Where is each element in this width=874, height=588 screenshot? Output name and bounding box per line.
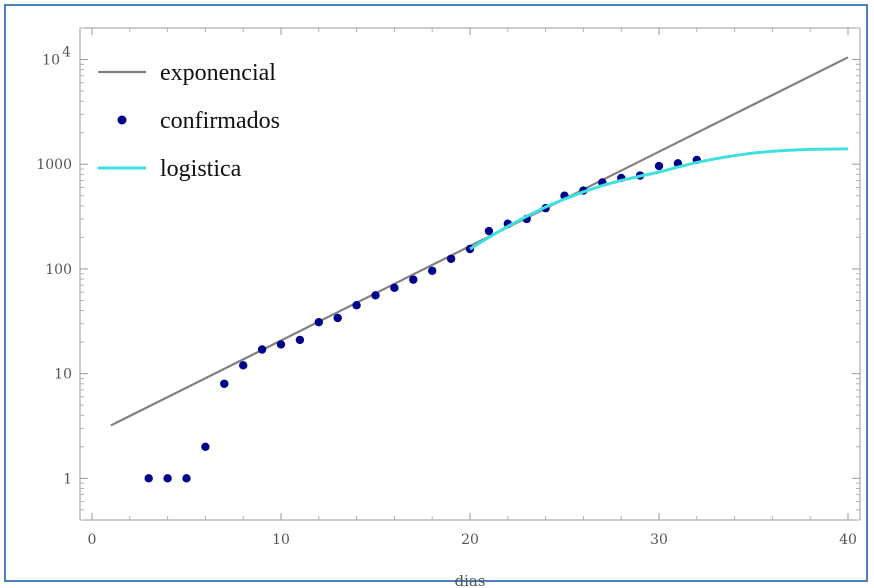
legend-label: confirmados bbox=[160, 108, 280, 134]
x-tick-label: 0 bbox=[88, 532, 97, 548]
confirmados-point bbox=[220, 379, 229, 388]
confirmados-point bbox=[314, 317, 323, 327]
confirmados-point bbox=[352, 301, 361, 310]
plot-frame bbox=[79, 27, 861, 521]
legend-label: exponencial bbox=[160, 60, 276, 86]
logistica-line bbox=[469, 147, 849, 251]
confirmados-point bbox=[182, 474, 191, 483]
x-tick-label: 20 bbox=[461, 532, 479, 548]
x-tick-label: 10 bbox=[272, 532, 290, 548]
y-tick-label: 10 bbox=[42, 53, 60, 69]
y-tick-label: 1000 bbox=[36, 157, 72, 173]
confirmados-point bbox=[428, 266, 437, 275]
y-tick-label-exponent: 4 bbox=[62, 45, 71, 61]
y-tick-label: 1 bbox=[63, 471, 72, 487]
confirmados-legend-swatch bbox=[117, 115, 127, 125]
confirmados-point bbox=[295, 335, 305, 345]
x-axis-title: dias bbox=[454, 572, 485, 588]
legend: exponencial confirmados logistica bbox=[98, 60, 280, 182]
y-tick-label: 10 bbox=[54, 367, 72, 383]
series-layer bbox=[110, 56, 849, 483]
confirmados-point bbox=[484, 226, 494, 236]
confirmados-point bbox=[390, 283, 399, 293]
confirmados-point bbox=[409, 275, 418, 284]
confirmados-point bbox=[144, 474, 153, 483]
confirmados-point bbox=[276, 340, 286, 349]
confirmados-point bbox=[239, 361, 248, 370]
confirmados-point bbox=[333, 313, 342, 323]
confirmados-point bbox=[163, 474, 172, 483]
exponencial-line bbox=[110, 56, 849, 427]
x-tick-label: 40 bbox=[839, 532, 857, 548]
legend-label: logistica bbox=[160, 156, 242, 182]
x-tick-label: 30 bbox=[650, 532, 668, 548]
confirmados-point bbox=[201, 442, 210, 452]
y-tick-label: 100 bbox=[45, 262, 72, 278]
confirmados-point bbox=[654, 161, 664, 171]
chart-frame bbox=[4, 4, 868, 582]
confirmados-point bbox=[446, 254, 456, 263]
confirmados-point bbox=[371, 291, 380, 300]
confirmados-point bbox=[257, 345, 267, 354]
